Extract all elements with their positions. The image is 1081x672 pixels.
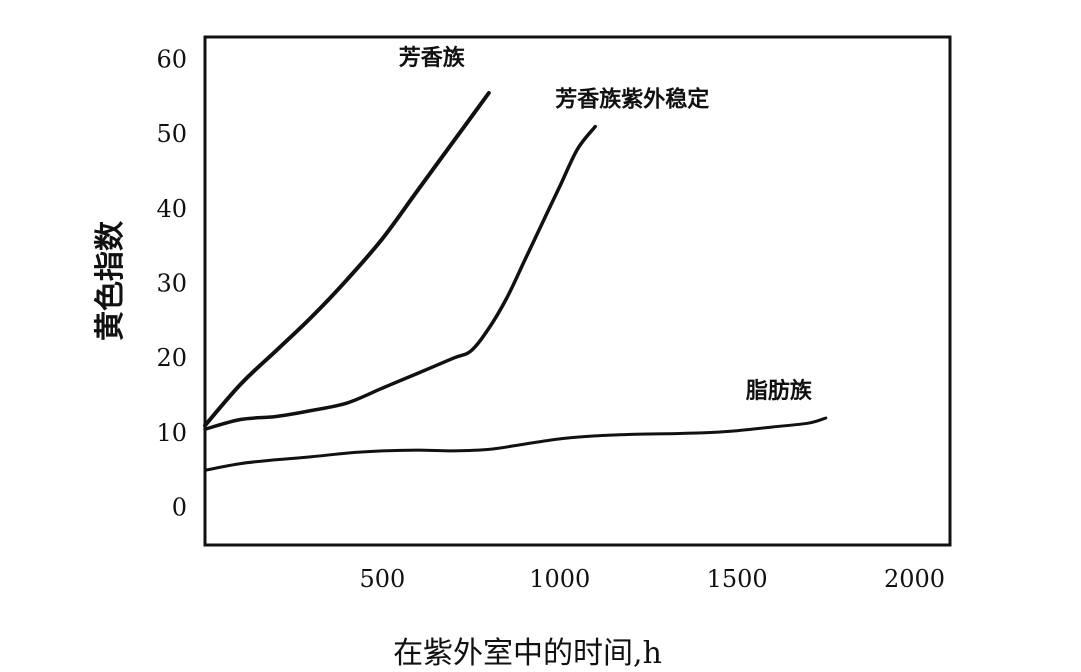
x-tick-label: 2000 (884, 565, 945, 593)
x-tick-label: 500 (359, 565, 405, 593)
y-tick-label: 30 (156, 270, 187, 298)
y-tick-label: 40 (156, 195, 187, 223)
series-line-3 (203, 416, 828, 472)
series-line-2 (203, 124, 597, 431)
x-tick-label: 1000 (529, 565, 590, 593)
x-tick-label: 1500 (707, 565, 768, 593)
y-tick-label: 0 (172, 494, 187, 522)
y-tick-label: 10 (156, 419, 187, 447)
plot-frame (203, 35, 952, 547)
series-label-3: 脂肪族 (746, 378, 813, 404)
y-tick-label: 50 (156, 120, 187, 148)
series-label-2: 芳香族紫外稳定 (555, 87, 709, 113)
x-axis-title: 在紫外室中的时间,h (393, 636, 662, 671)
y-axis-title: 黄色指数 (93, 220, 128, 341)
series-label-1: 芳香族 (399, 45, 466, 71)
series-line-1 (203, 91, 491, 428)
y-tick-label: 60 (156, 45, 187, 73)
y-tick-label: 20 (156, 344, 187, 372)
